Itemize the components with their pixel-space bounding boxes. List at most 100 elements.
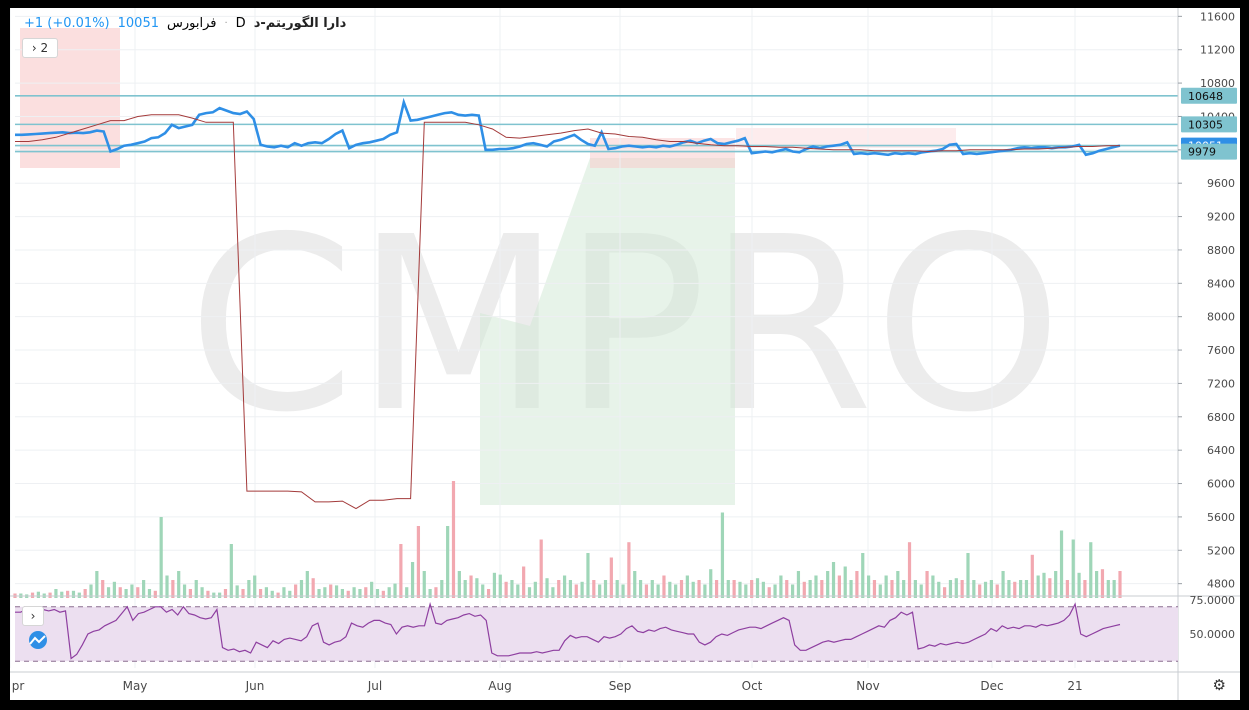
- volume-bar: [820, 580, 824, 598]
- y-tick-label: 5600: [1207, 511, 1235, 524]
- volume-bar: [674, 584, 678, 598]
- volume-bar: [253, 575, 257, 598]
- volume-bar: [714, 580, 719, 598]
- volume-bar: [440, 580, 444, 598]
- volume-bar: [1083, 580, 1087, 598]
- volume-bar: [872, 580, 877, 598]
- volume-bar: [978, 584, 982, 598]
- y-tick-label: 9600: [1207, 177, 1235, 190]
- y-tick-label: 4800: [1207, 578, 1235, 591]
- volume-bar: [522, 566, 526, 598]
- volume-bar: [1013, 581, 1017, 598]
- volume-bar: [71, 590, 76, 598]
- volume-bar: [609, 557, 613, 598]
- volume-bar: [1024, 580, 1029, 598]
- volume-bar: [843, 566, 847, 598]
- rsi-band: [15, 606, 1178, 662]
- collapse-indicators-button[interactable]: › 2: [22, 38, 58, 58]
- volume-bar: [750, 580, 754, 598]
- expand-rsi-button[interactable]: ›: [22, 606, 44, 626]
- volume-bar: [393, 583, 397, 598]
- chart-legend: +1 (+0.01%) 10051 فرابورس · D دارا الگور…: [24, 12, 346, 34]
- y-tick-label: 6800: [1207, 411, 1235, 424]
- volume-bar: [188, 589, 192, 598]
- volume-bar: [165, 575, 169, 598]
- volume-bar: [1054, 571, 1058, 598]
- volume-bar: [732, 580, 736, 598]
- volume-bar: [592, 580, 596, 598]
- volume-bar: [334, 585, 339, 598]
- volume-bar: [574, 584, 578, 598]
- volume-bar: [95, 571, 99, 598]
- x-tick-label: 21: [1067, 679, 1082, 693]
- volume-bar: [668, 581, 672, 598]
- volume-bar: [884, 575, 888, 598]
- volume-bar: [948, 580, 953, 598]
- volume-bar: [773, 584, 777, 598]
- volume-bar: [691, 581, 695, 598]
- volume-bar: [796, 571, 801, 598]
- volume-bar: [580, 581, 584, 598]
- level-badge: [1181, 116, 1237, 133]
- chevron-right-icon: ›: [30, 609, 36, 623]
- volume-bar: [182, 584, 187, 598]
- volume-bar: [375, 589, 380, 598]
- volume-bar: [492, 572, 497, 598]
- volume-bar: [826, 571, 830, 598]
- volume-bar: [644, 584, 649, 598]
- volume-bar: [241, 589, 245, 598]
- volume-bar: [545, 578, 549, 598]
- volume-bar: [598, 584, 602, 598]
- volume-bar: [36, 591, 40, 598]
- volume-bar: [551, 587, 555, 598]
- volume-bar: [1100, 569, 1105, 598]
- rsi-tick-label: 75.0000: [1190, 594, 1236, 607]
- volume-bar: [218, 592, 222, 598]
- volume-bar: [533, 581, 537, 598]
- volume-bar: [744, 584, 748, 598]
- volume-bar: [983, 581, 988, 598]
- x-tick-label: Aug: [488, 679, 511, 693]
- volume-bar: [615, 580, 619, 598]
- x-tick-label: Dec: [980, 679, 1003, 693]
- volume-bar: [1030, 554, 1034, 598]
- level-badge-label: 9979: [1188, 146, 1216, 159]
- chart-frame: CMPRO11600112001080010400100009600920088…: [10, 8, 1240, 700]
- level-badge-label: 10305: [1188, 118, 1223, 131]
- symbol-name: دارا الگوریتم-د: [253, 15, 347, 31]
- volume-bar: [738, 581, 742, 598]
- volume-bar: [861, 553, 865, 598]
- volume-bar: [1001, 571, 1005, 598]
- volume-bar: [709, 569, 713, 598]
- y-tick-label: 8800: [1207, 244, 1235, 257]
- volume-bar: [329, 584, 333, 598]
- volume-bar: [387, 587, 391, 598]
- volume-bar: [142, 580, 146, 598]
- volume-bar: [907, 542, 912, 598]
- separator-dot: ·: [224, 17, 228, 29]
- volume-bar: [539, 539, 543, 598]
- volume-bar: [650, 580, 654, 598]
- cloud-red-area: [590, 138, 735, 168]
- x-tick-label: Nov: [856, 679, 879, 693]
- last-price: 10051: [117, 15, 159, 31]
- volume-bar: [194, 580, 198, 598]
- volume-bar: [755, 578, 760, 598]
- volume-bar: [726, 580, 730, 598]
- volume-bar: [1095, 571, 1099, 598]
- volume-bar: [902, 580, 906, 598]
- volume-bar: [288, 590, 292, 598]
- volume-bar: [159, 517, 163, 598]
- logo-icon[interactable]: [24, 630, 52, 650]
- volume-bar: [837, 575, 841, 598]
- chart-canvas[interactable]: CMPRO11600112001080010400100009600920088…: [10, 8, 1240, 700]
- settings-gear-icon[interactable]: ⚙: [1212, 676, 1226, 694]
- volume-bar: [66, 590, 70, 598]
- volume-bar: [358, 589, 362, 598]
- rsi-line: [15, 601, 1121, 660]
- volume-bar: [943, 587, 947, 598]
- volume-bar: [486, 589, 491, 598]
- volume-bar: [60, 591, 64, 598]
- volume-bar: [767, 587, 771, 598]
- volume-bar: [878, 584, 882, 598]
